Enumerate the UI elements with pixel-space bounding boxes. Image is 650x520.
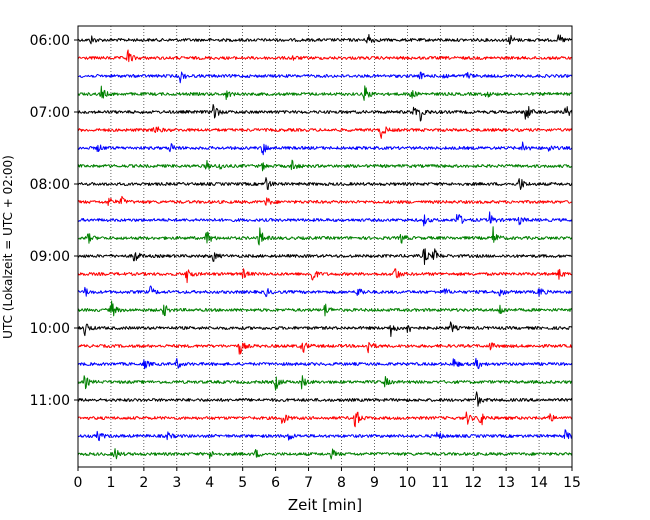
x-tick-label: 8 [337, 475, 346, 491]
x-tick-label: 6 [271, 475, 280, 491]
x-tick-label: 7 [304, 475, 313, 491]
x-tick-label: 3 [172, 475, 181, 491]
trace-0645 [77, 85, 573, 101]
trace-0615 [77, 49, 573, 63]
trace-0930 [77, 285, 573, 298]
trace-0815 [77, 195, 573, 207]
trace-0730 [77, 141, 573, 156]
trace-0715 [77, 126, 573, 139]
trace-1100 [77, 391, 573, 407]
y-tick-label: 11:00 [30, 393, 70, 409]
trace-0900 [77, 248, 573, 265]
traces [77, 33, 573, 460]
trace-1000 [77, 321, 573, 337]
x-axis-ticks: 0 1 2 3 4 5 6 7 8 9 10 11 12 13 14 15 [74, 467, 581, 491]
x-tick-label: 1 [106, 475, 115, 491]
y-axis-ticks: 06:00 07:00 08:00 09:00 10:00 11:00 [30, 33, 78, 409]
trace-1145 [77, 448, 573, 460]
trace-0845 [77, 226, 573, 246]
x-tick-label: 0 [74, 475, 83, 491]
trace-1130 [77, 429, 573, 442]
trace-1115 [77, 411, 573, 428]
trace-0700 [77, 103, 573, 122]
x-tick-label: 13 [497, 475, 515, 491]
x-tick-label: 4 [205, 475, 214, 491]
x-tick-label: 2 [139, 475, 148, 491]
x-axis-label: Zeit [min] [288, 496, 362, 514]
x-tick-label: 11 [431, 475, 449, 491]
x-tick-label: 9 [370, 475, 379, 491]
x-tick-label: 15 [563, 475, 581, 491]
trace-1015 [77, 342, 573, 355]
y-tick-label: 08:00 [30, 177, 70, 193]
x-tick-label: 14 [530, 475, 548, 491]
trace-1030 [77, 357, 573, 370]
trace-0915 [77, 268, 573, 284]
y-tick-label: 10:00 [30, 321, 70, 337]
trace-0630 [77, 71, 573, 84]
x-tick-label: 12 [464, 475, 482, 491]
trace-0800 [77, 177, 573, 191]
x-tick-label: 5 [238, 475, 247, 491]
trace-0745 [77, 159, 573, 172]
trace-0600 [77, 33, 573, 45]
y-tick-label: 06:00 [30, 33, 70, 49]
trace-0945 [77, 300, 573, 317]
trace-1045 [77, 375, 573, 391]
trace-0830 [77, 211, 573, 227]
y-tick-label: 07:00 [30, 105, 70, 121]
plot-frame [77, 25, 573, 468]
x-tick-label: 10 [398, 475, 416, 491]
y-tick-label: 09:00 [30, 249, 70, 265]
y-axis-label: UTC (Lokalzeit = UTC + 02:00) [1, 155, 15, 339]
